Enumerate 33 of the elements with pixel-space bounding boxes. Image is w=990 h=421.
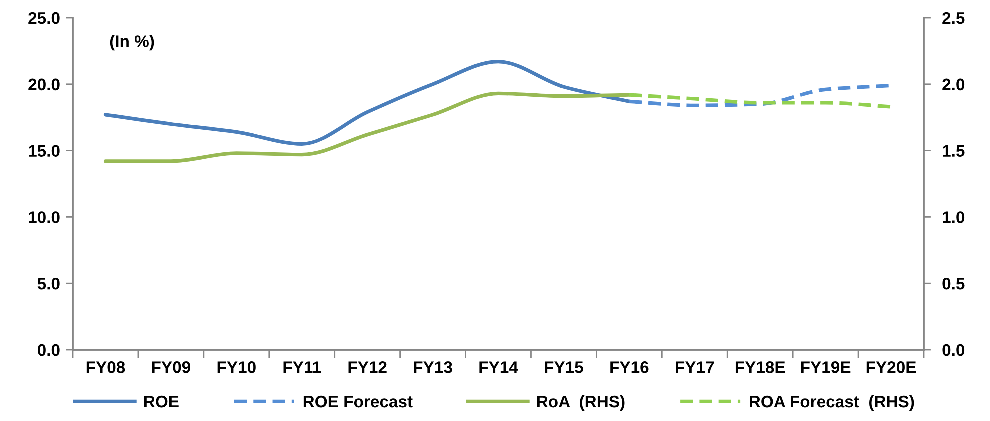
x-tick-label: FY10 (218, 362, 256, 374)
legend-label: ROA Forecast (RHS) (750, 395, 914, 411)
y2-tick-label: 1.0 (943, 212, 965, 224)
y-tick-label: 5.0 (38, 278, 60, 290)
x-tick-label: FY08 (86, 362, 126, 374)
x-tick-label: FY12 (348, 362, 387, 374)
x-tick-label: FY09 (152, 362, 190, 374)
x-tick-label: FY19E (801, 362, 851, 374)
annotation: (In %) (110, 35, 154, 51)
line-series (104, 92, 632, 164)
legend-label: ROE Forecast (304, 396, 413, 408)
x-tick-label: FY18E (736, 362, 786, 374)
y2-tick-label: 0.0 (942, 344, 965, 356)
x-tick-label: FY16 (610, 362, 649, 374)
y-tick-label: 0.0 (38, 344, 60, 356)
y-tick-label: 15.0 (29, 145, 60, 158)
y2-tick-label: 2.5 (942, 12, 965, 24)
y-tick-label: 25.0 (28, 12, 60, 24)
x-tick-label: FY17 (676, 362, 714, 374)
y-tick-label: 20.0 (28, 78, 60, 91)
x-tick-label: FY14 (480, 362, 518, 374)
y2-tick-label: 0.5 (942, 278, 965, 290)
x-tick-label: FY15 (545, 362, 584, 374)
line-series (628, 93, 894, 109)
x-tick-label: FY11 (284, 362, 322, 374)
legend-label: RoA (RHS) (537, 395, 625, 411)
y2-tick-label: 1.5 (943, 145, 965, 158)
y-tick-label: 10.0 (29, 212, 60, 224)
x-tick-label: FY20E (866, 362, 916, 374)
x-tick-label: FY13 (414, 362, 452, 374)
legend-label: ROE (144, 396, 179, 408)
y2-tick-label: 2.0 (942, 78, 965, 91)
line-series (104, 60, 632, 146)
